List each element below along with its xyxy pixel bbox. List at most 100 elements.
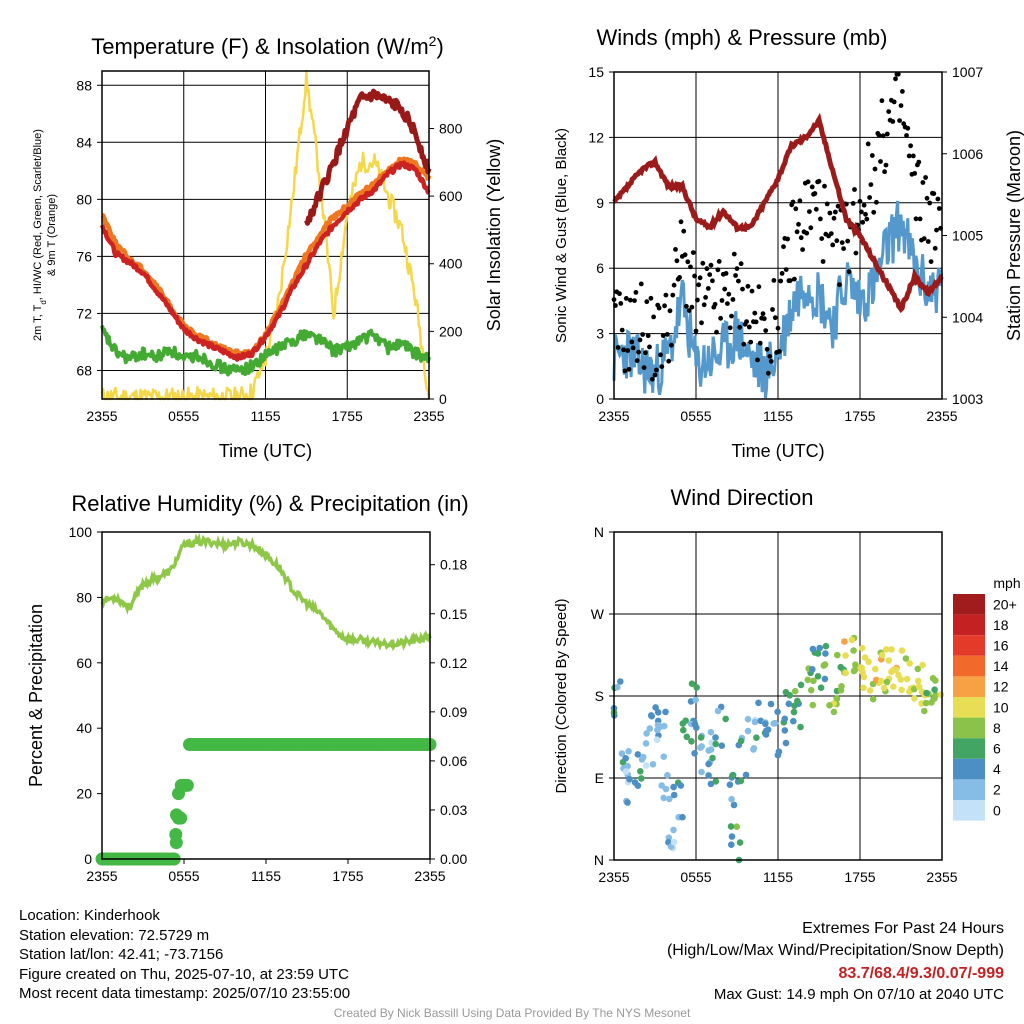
wind-gust-point <box>726 291 732 297</box>
wind-gust-point <box>768 358 774 364</box>
wind-series-pressure <box>612 112 944 314</box>
wind-gust-point <box>662 303 667 309</box>
wind-gust-point <box>756 284 762 290</box>
rh-frame <box>101 531 431 860</box>
winddir-point <box>637 768 644 775</box>
winddir-point <box>727 823 735 830</box>
wind-gust-point <box>867 195 872 200</box>
winddir-point <box>774 751 782 759</box>
rh-series-rh <box>100 533 432 652</box>
winddir-point <box>664 771 671 779</box>
winddir-point <box>728 833 736 840</box>
temp-x-tick-label: 1755 <box>332 408 363 424</box>
winddir-point <box>767 700 775 708</box>
winddir-point <box>631 779 639 786</box>
wind-gust-point <box>777 349 782 354</box>
winddir-point <box>810 677 817 685</box>
winddir-point <box>822 642 830 650</box>
wind-gust-point <box>746 324 752 330</box>
winddir-point <box>648 712 655 720</box>
wind-gust-point <box>621 347 626 353</box>
winddir-point <box>791 702 798 710</box>
wind-gust-point <box>924 195 930 201</box>
winddir-point <box>751 718 759 726</box>
legend-swatch <box>953 635 985 656</box>
winddir-point <box>821 675 829 683</box>
rh-x-tick-label: 1155 <box>251 868 281 884</box>
winddir-point <box>728 841 735 848</box>
winddir-point <box>726 781 734 788</box>
wind-gust-point <box>770 307 775 312</box>
winddir-point <box>691 750 698 757</box>
rh-precip-point <box>169 828 183 841</box>
wind-gust-point <box>733 273 738 278</box>
wind-y-tick-label: 6 <box>596 260 604 276</box>
winddir-point <box>897 676 905 683</box>
winddir-point <box>914 677 922 685</box>
footer-right: Extremes For Past 24 Hours (High/Low/Max… <box>667 918 1004 1005</box>
wind-y-tick-label: 12 <box>588 129 604 145</box>
elevation-text: Station elevation: 72.5729 m <box>19 926 210 944</box>
wind-gust-point <box>935 196 941 202</box>
winddir-point <box>625 748 632 755</box>
wind-gust-point <box>831 215 837 221</box>
winddir-x-tick-label: 1755 <box>844 869 875 885</box>
winddir-y-tick-label: E <box>595 770 604 786</box>
wind-gust-point <box>760 311 766 317</box>
wind-gust-point <box>927 200 933 206</box>
wind-gust-point <box>828 231 834 237</box>
wind-gust-point <box>667 308 673 314</box>
wind-gust-point <box>869 153 875 158</box>
winddir-point <box>921 707 928 715</box>
wind-gust-point <box>876 132 882 138</box>
wind-gust-point <box>690 250 696 256</box>
wind-gust-point <box>654 367 659 373</box>
wind-gust-point <box>923 175 928 180</box>
wind-gust-point <box>895 71 901 77</box>
wind-gust-point <box>629 339 635 345</box>
rh-precip-point <box>170 808 183 822</box>
winddir-point <box>705 760 712 768</box>
wind-gust-point <box>677 275 682 280</box>
wind-gust-point <box>688 264 693 270</box>
winddir-point <box>892 666 900 673</box>
winddir-point <box>698 768 705 776</box>
wind-gust-point <box>701 302 707 308</box>
rh-y2-tick-label: 0.18 <box>440 557 467 573</box>
wind-gust-point <box>880 133 886 139</box>
wind-gust-point <box>931 191 937 197</box>
temp-y-tick-label: 84 <box>76 134 92 150</box>
wind-gust-point <box>673 247 678 252</box>
wind-gust-point <box>793 206 799 212</box>
wind-gust-point <box>766 370 771 376</box>
wind-gust-point <box>886 109 892 114</box>
wind-gust-point <box>921 236 927 242</box>
wind-gust-point <box>910 153 916 159</box>
legend-label: 12 <box>993 679 1009 695</box>
rh-y-tick-label: 80 <box>76 589 92 605</box>
rh-x-tick-label: 2355 <box>86 868 117 884</box>
winddir-x-tick-label: 1155 <box>763 869 793 885</box>
wind-gust-point <box>669 342 674 348</box>
winddir-point <box>817 684 825 691</box>
wind-x-tick-label: 2355 <box>598 408 629 424</box>
wind-gust-point <box>734 266 740 271</box>
winddir-point <box>931 695 938 702</box>
wind-title: Winds (mph) & Pressure (mb) <box>597 25 888 50</box>
legend-label: 0 <box>993 802 1001 818</box>
winddir-point <box>679 813 686 821</box>
wind-gust-point <box>659 364 665 369</box>
winddir-point <box>666 795 673 803</box>
wind-gust-point <box>623 296 629 301</box>
wind-gust-point <box>699 320 704 326</box>
wind-gust-point <box>628 297 633 303</box>
wind-gust-point <box>778 278 784 284</box>
wind-gust-point <box>708 262 714 268</box>
wind-gust-point <box>730 297 736 302</box>
winddir-point <box>657 723 664 730</box>
wind-gust-point <box>686 308 692 313</box>
wind-gust-point <box>837 282 842 288</box>
wind-gust-point <box>853 250 859 256</box>
wind-gust-point <box>710 278 715 284</box>
